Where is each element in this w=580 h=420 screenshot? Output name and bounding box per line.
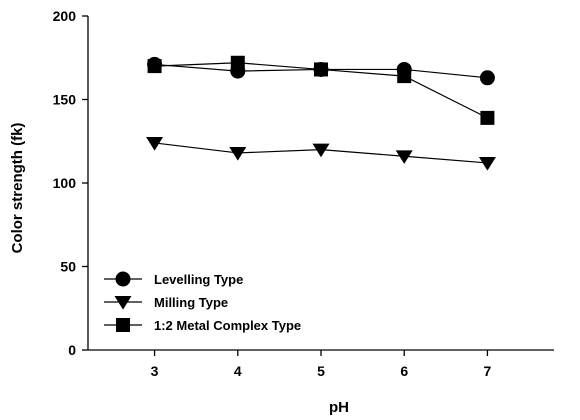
data-point xyxy=(230,55,245,70)
series-3 xyxy=(147,55,495,125)
legend-marker xyxy=(115,271,131,287)
legend-item: Milling Type xyxy=(104,295,228,310)
data-point xyxy=(395,150,413,164)
data-point xyxy=(480,110,495,125)
legend-label: Levelling Type xyxy=(154,272,243,287)
y-tick-label: 150 xyxy=(53,92,77,108)
legend-label: 1:2 Metal Complex Type xyxy=(154,318,301,333)
y-tick-label: 100 xyxy=(53,175,77,191)
data-point xyxy=(147,59,162,74)
x-tick-label: 6 xyxy=(400,363,408,379)
data-point xyxy=(314,62,328,77)
chart-series xyxy=(146,55,496,171)
x-axis-title: pH xyxy=(329,399,349,416)
legend-marker xyxy=(114,296,132,310)
x-tick-label: 3 xyxy=(151,363,159,379)
y-tick-label: 50 xyxy=(60,259,76,275)
data-point xyxy=(312,143,330,158)
chart-ticks: 3 4 5 6 7 0 50 100 150 200 xyxy=(53,8,492,379)
chart-legend: Levelling Type Milling Type 1:2 Metal Comp… xyxy=(104,271,301,333)
series-2 xyxy=(146,136,496,171)
x-tick-label: 7 xyxy=(484,363,492,379)
x-tick-label: 4 xyxy=(234,363,242,379)
data-point xyxy=(479,70,495,86)
y-axis-title: Color strength (fk) xyxy=(9,123,26,254)
data-point xyxy=(478,157,496,171)
legend-item: 1:2 Metal Complex Type xyxy=(104,318,301,333)
data-point xyxy=(397,69,412,84)
legend-label: Milling Type xyxy=(154,295,228,310)
y-tick-label: 0 xyxy=(68,342,76,358)
legend-marker xyxy=(116,318,130,332)
x-tick-label: 5 xyxy=(317,363,325,379)
data-point xyxy=(146,136,164,151)
y-tick-label: 200 xyxy=(53,8,77,24)
data-point xyxy=(229,146,247,161)
legend-item: Levelling Type xyxy=(104,271,243,287)
